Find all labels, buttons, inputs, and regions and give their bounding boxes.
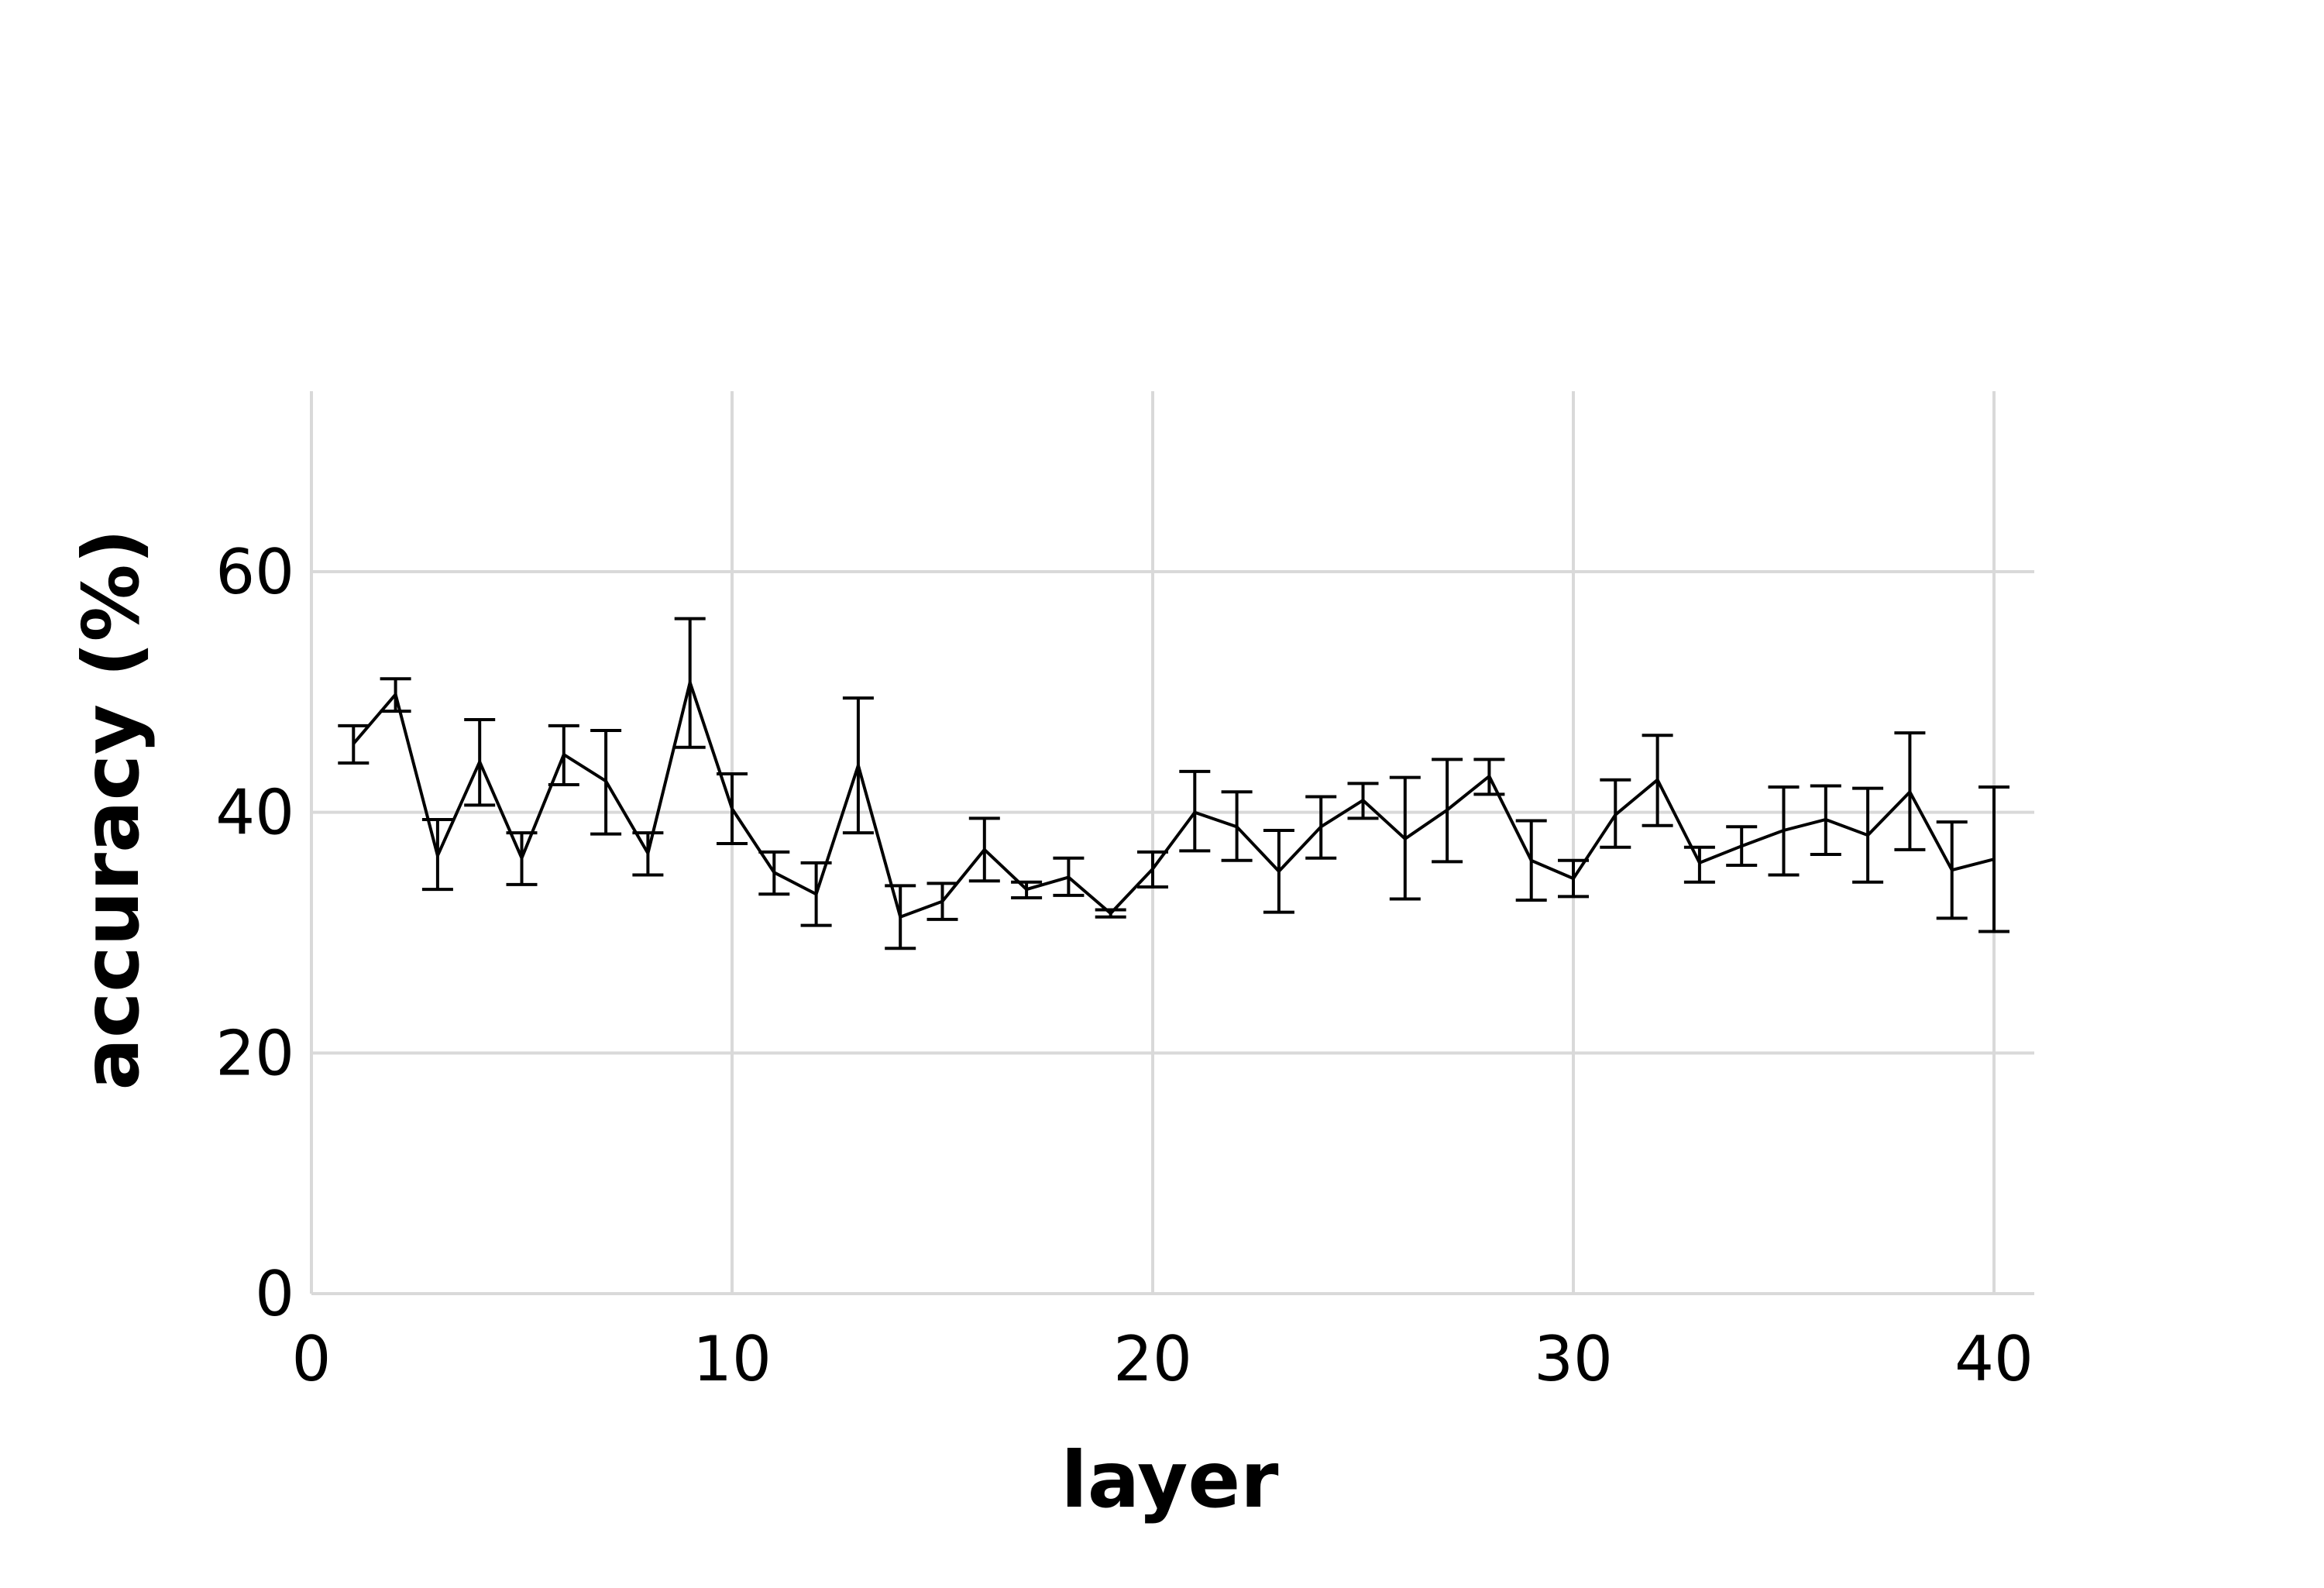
y-tick-label: 0 — [255, 1258, 294, 1330]
error-bar — [1683, 845, 1715, 884]
tick-labels: 0 10 20 30 40 0 20 40 60 — [215, 536, 2033, 1395]
error-bar — [338, 724, 370, 765]
y-tick-label: 40 — [215, 777, 294, 849]
x-tick-label: 0 — [292, 1323, 332, 1395]
x-tick-label: 30 — [1534, 1323, 1613, 1395]
x-tick-label: 40 — [1954, 1323, 2033, 1395]
y-axis-title: accuracy (%) — [66, 529, 156, 1091]
series-line — [352, 676, 1995, 919]
x-tick-label: 10 — [693, 1323, 772, 1395]
series-lines — [352, 676, 1995, 919]
y-tick-label: 60 — [215, 536, 294, 608]
axes — [310, 391, 2034, 1295]
error-bars — [338, 617, 2009, 950]
gridlines — [311, 391, 2034, 1294]
x-axis-title: layer — [1061, 1435, 1279, 1525]
y-tick-label: 20 — [215, 1017, 294, 1089]
x-tick-label: 20 — [1113, 1323, 1192, 1395]
